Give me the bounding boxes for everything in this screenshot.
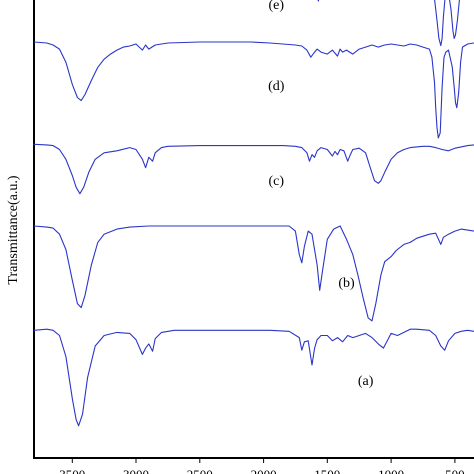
spectrum-line-d <box>33 41 474 139</box>
x-tick-label-2500: 2500 <box>187 467 213 474</box>
y-axis-label: Transmittance(a.u.) <box>6 175 21 284</box>
x-tick-label-2000: 2000 <box>251 467 277 474</box>
series-label-c: (c) <box>269 174 285 189</box>
x-tick-label-1500: 1500 <box>314 467 340 474</box>
x-tick-label-3500: 3500 <box>59 467 85 474</box>
x-tick-label-3000: 3000 <box>123 467 149 474</box>
plot-frame <box>33 0 474 459</box>
spectrum-line-b <box>33 225 474 322</box>
series-label-a: (a) <box>358 374 374 389</box>
spectrum-line-a <box>33 328 474 427</box>
x-tick-label-1000: 1000 <box>378 467 404 474</box>
x-axis: 3500 3000 2500 2000 1500 1000 500 <box>59 458 465 474</box>
series-layer: (a) (b) (c) (d) (e) <box>33 0 474 427</box>
spectrum-line-e <box>317 0 461 47</box>
spectrum-line-c <box>33 143 474 195</box>
x-tick-label-500: 500 <box>445 467 465 474</box>
series-label-d: (d) <box>268 79 285 94</box>
series-label-b: (b) <box>338 276 355 291</box>
series-label-e: (e) <box>269 0 285 13</box>
